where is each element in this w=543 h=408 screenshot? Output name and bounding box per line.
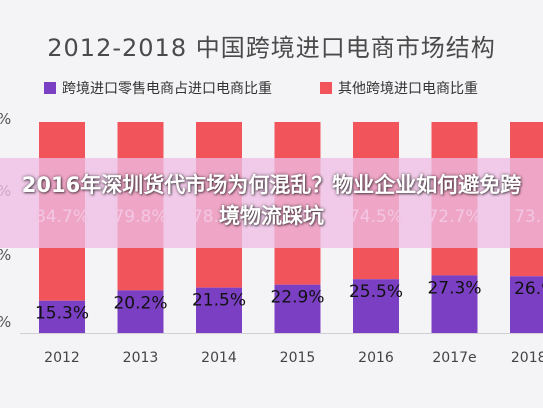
legend-label-retail: 跨境进口零售电商占进口电商比重 [62,81,272,97]
bar-retail-2016 [353,279,399,333]
legend-item-other: 其他跨境进口电商比重 [320,78,478,98]
bar-retail-2013 [117,290,164,333]
data-label-retail-2018e: 26.9 [514,279,543,299]
x-tick-label-2013: 2013 [123,350,159,366]
bar-retail-2017e [431,275,478,333]
x-tick-label-2018e: 2018e [511,350,543,366]
legend-swatch-retail [44,82,56,94]
bar-retail-2015 [274,284,321,333]
data-label-retail-2017e: 27.3% [427,278,481,298]
data-label-retail-2015: 22.9% [270,288,324,308]
x-tick-label-2012: 2012 [44,350,80,366]
x-tick-label-2016: 2016 [358,350,394,366]
bar-retail-2018e [510,276,543,333]
y-tick-fragment: % [0,246,11,264]
legend-label-other: 其他跨境进口电商比重 [338,81,478,97]
headline-text: 2016年深圳货代市场为何混乱？物业企业如何避免跨境物流踩坑 [21,173,522,228]
bar-retail-2014 [196,287,242,333]
x-tick-label-2017e: 2017e [432,350,476,366]
data-label-retail-2014: 21.5% [192,291,246,311]
legend-swatch-other [320,82,332,94]
y-tick-fragment: % [0,313,11,331]
x-tick-label-2014: 2014 [201,350,237,366]
bar-retail-2012 [39,300,85,333]
chart-title: 2012-2018 中国跨境进口电商市场结构 [47,34,496,62]
legend-item-retail: 跨境进口零售电商占进口电商比重 [44,78,272,98]
x-tick-label-2015: 2015 [280,350,316,366]
y-tick-fragment: % [0,110,11,128]
chart-legend: 跨境进口零售电商占进口电商比重 其他跨境进口电商比重 [44,78,524,102]
data-label-retail-2012: 15.3% [35,304,89,324]
data-label-retail-2013: 20.2% [113,293,167,313]
data-label-retail-2016: 25.5% [349,282,403,302]
headline-banner [0,158,543,248]
